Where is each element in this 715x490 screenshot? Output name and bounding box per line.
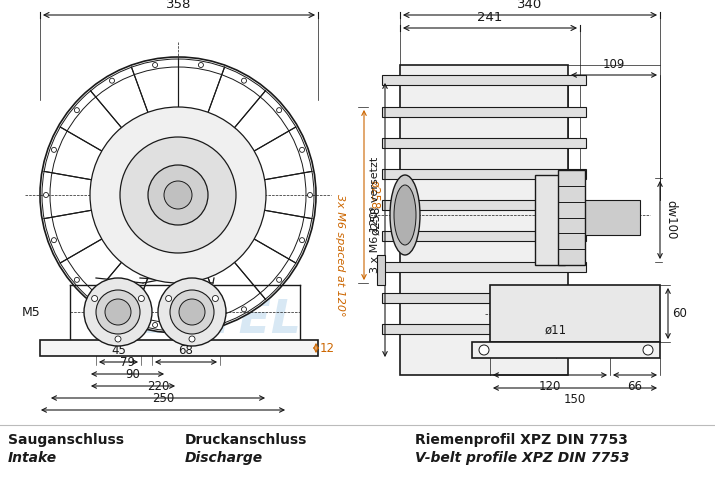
Text: 241: 241 xyxy=(478,11,503,24)
Text: 68: 68 xyxy=(179,344,194,357)
Bar xyxy=(382,293,586,302)
Circle shape xyxy=(105,299,131,325)
Circle shape xyxy=(300,147,305,152)
Text: V-belt profile XPZ DIN 7753: V-belt profile XPZ DIN 7753 xyxy=(415,451,629,465)
Text: 79: 79 xyxy=(120,356,135,369)
Bar xyxy=(382,106,586,117)
Circle shape xyxy=(479,345,489,355)
Circle shape xyxy=(199,322,204,327)
Text: Sauganschluss: Sauganschluss xyxy=(8,433,124,447)
Circle shape xyxy=(40,57,316,333)
Circle shape xyxy=(152,63,157,68)
Circle shape xyxy=(179,299,205,325)
Text: 340: 340 xyxy=(518,0,543,11)
Circle shape xyxy=(158,278,226,346)
Circle shape xyxy=(109,307,114,312)
Text: Druckanschluss: Druckanschluss xyxy=(185,433,307,447)
Bar xyxy=(400,65,568,375)
Text: ø11: ø11 xyxy=(545,324,567,337)
Text: 90: 90 xyxy=(126,368,140,381)
Circle shape xyxy=(139,295,144,301)
Text: 250: 250 xyxy=(152,392,174,405)
Circle shape xyxy=(242,78,247,83)
Text: Riemenprofil XPZ DIN 7753: Riemenprofil XPZ DIN 7753 xyxy=(415,433,628,447)
Circle shape xyxy=(148,165,208,225)
Circle shape xyxy=(170,290,214,334)
Circle shape xyxy=(51,238,56,243)
Circle shape xyxy=(166,295,172,301)
Text: 45: 45 xyxy=(111,344,126,357)
Circle shape xyxy=(120,137,236,253)
Bar xyxy=(382,138,586,147)
Text: Intake: Intake xyxy=(8,451,57,465)
Circle shape xyxy=(199,63,204,68)
Bar xyxy=(382,169,586,178)
Circle shape xyxy=(96,290,140,334)
Circle shape xyxy=(84,278,152,346)
Circle shape xyxy=(242,307,247,312)
Text: dw100: dw100 xyxy=(664,200,677,240)
Text: VENTEL: VENTEL xyxy=(99,297,302,343)
Circle shape xyxy=(115,336,121,342)
Ellipse shape xyxy=(390,175,420,255)
Text: 66: 66 xyxy=(628,380,643,393)
Text: Discharge: Discharge xyxy=(185,451,263,465)
Ellipse shape xyxy=(394,185,416,245)
Circle shape xyxy=(152,322,157,327)
Circle shape xyxy=(74,277,79,282)
Circle shape xyxy=(74,108,79,113)
Bar xyxy=(382,262,586,271)
Circle shape xyxy=(277,108,282,113)
Circle shape xyxy=(44,193,49,197)
Circle shape xyxy=(164,181,192,209)
Text: 120: 120 xyxy=(539,380,561,393)
Bar xyxy=(490,285,660,342)
Bar xyxy=(583,200,640,235)
Circle shape xyxy=(307,193,312,197)
Text: 60: 60 xyxy=(672,307,687,320)
Circle shape xyxy=(212,295,218,301)
Bar xyxy=(535,175,565,265)
Bar xyxy=(377,255,385,285)
Text: ø258: ø258 xyxy=(369,205,382,235)
Text: ø258: ø258 xyxy=(368,180,381,210)
Circle shape xyxy=(109,78,114,83)
Text: 3x M6 spaced at 120°: 3x M6 spaced at 120° xyxy=(335,194,345,317)
Circle shape xyxy=(300,238,305,243)
Circle shape xyxy=(51,147,56,152)
Text: 3 x M6 120° versetzt: 3 x M6 120° versetzt xyxy=(370,157,380,273)
Circle shape xyxy=(277,277,282,282)
Text: 12: 12 xyxy=(320,342,335,354)
Circle shape xyxy=(90,107,266,283)
Circle shape xyxy=(92,295,98,301)
Bar xyxy=(382,323,586,334)
Text: 358: 358 xyxy=(167,0,192,11)
Bar xyxy=(558,170,585,265)
Text: M5: M5 xyxy=(22,305,41,318)
Bar xyxy=(382,230,586,241)
Bar xyxy=(382,75,586,85)
Bar xyxy=(40,340,318,356)
Text: 220: 220 xyxy=(147,380,169,393)
Circle shape xyxy=(643,345,653,355)
Bar xyxy=(382,199,586,210)
Text: 109: 109 xyxy=(603,58,625,71)
Circle shape xyxy=(189,336,195,342)
Text: 150: 150 xyxy=(564,393,586,406)
Bar xyxy=(472,342,660,358)
